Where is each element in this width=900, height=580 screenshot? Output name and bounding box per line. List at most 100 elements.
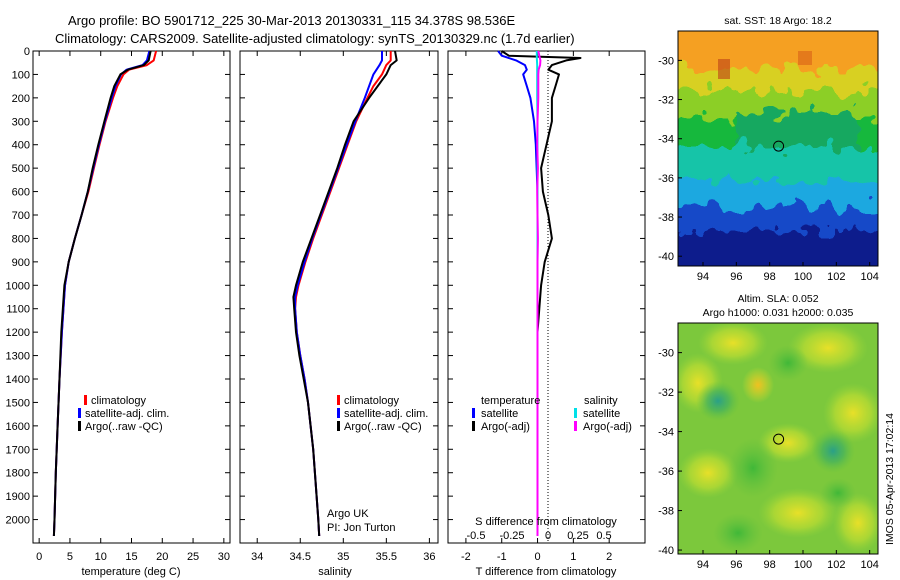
profile-line-2: [52, 50, 152, 537]
lon-tick-label: 96: [730, 271, 742, 283]
depth-tick-label: 200: [12, 93, 30, 105]
difference-axes-frame: [447, 50, 646, 544]
profile-line-1: [501, 50, 582, 536]
profile-line-0: [497, 50, 539, 536]
lat-tick-label: -38: [658, 212, 674, 224]
x-tick-label: 2: [606, 551, 612, 563]
s-difference-tick-label: -0.5: [467, 530, 486, 542]
legend-label-argo: Argo(..raw -QC): [85, 421, 163, 433]
temperature-axes-frame: [32, 50, 231, 544]
figure-title-line1: Argo profile: BO 5901712_225 30-Mar-2013…: [68, 13, 515, 28]
t-difference-label: T difference from climatology: [476, 566, 617, 578]
depth-tick-label: 1200: [6, 327, 30, 339]
temperature-profiles: [52, 50, 158, 537]
profile-line-2: [292, 50, 398, 537]
sla-argo-location-marker: [773, 433, 785, 445]
depth-tick-label: 1000: [6, 280, 30, 292]
legend-title-salinity: salinity: [584, 395, 618, 407]
x-tick-label: 1: [570, 551, 576, 563]
legend-label-t-argo: Argo(-adj): [481, 421, 530, 433]
sst-latitude-tick-labels: -30 -32 -34 -36 -38 -40: [658, 55, 682, 263]
sla-longitude-tick-labels: 94 96 98 100 102 104: [697, 550, 879, 571]
profile-line-1: [52, 50, 151, 537]
lon-tick-label: 104: [860, 271, 878, 283]
lon-tick-label: 102: [827, 559, 845, 571]
x-tick-label: 0: [534, 551, 540, 563]
lat-tick-label: -38: [658, 506, 674, 518]
lat-tick-label: -34: [658, 134, 674, 146]
lat-tick-label: -36: [658, 466, 674, 478]
legend-swatch-argo: [78, 421, 81, 431]
lon-tick-label: 100: [794, 559, 812, 571]
temperature-x-label: temperature (deg C): [81, 566, 180, 578]
lon-tick-label: 102: [827, 271, 845, 283]
depth-tick-labels: 0 100 200 300 400 500 600 700 800 900 1000 1100 1200…: [6, 46, 230, 527]
depth-tick-label: 800: [12, 233, 30, 245]
salinity-x-label: salinity: [318, 566, 352, 578]
legend-swatch-t-argo: [472, 421, 475, 431]
depth-tick-label: 1700: [6, 444, 30, 456]
lat-tick-label: -30: [658, 55, 674, 67]
lat-tick-label: -36: [658, 173, 674, 185]
lat-tick-label: -34: [658, 427, 674, 439]
sla-map-frame: [677, 322, 879, 555]
lat-tick-label: -40: [658, 545, 674, 557]
depth-tick-label: 600: [12, 187, 30, 199]
s-difference-tick-label: 0.25: [567, 530, 588, 542]
depth-tick-label: 1300: [6, 351, 30, 363]
temperature-legend: climatology satellite-adj. clim. Argo(..…: [78, 395, 169, 433]
temperature-tick-labels: 0 5 10 15 20 25 30: [36, 51, 230, 563]
lat-tick-label: -32: [658, 95, 674, 107]
sst-heatmap: [678, 31, 878, 266]
legend-label-climatology: climatology: [91, 395, 147, 407]
x-tick-label: 20: [156, 551, 168, 563]
lon-tick-label: 98: [764, 271, 776, 283]
legend-swatch-climatology: [337, 395, 340, 405]
legend-swatch-t-satellite: [472, 408, 475, 418]
sla-heatmap: [678, 323, 878, 554]
sla-map-panel: Altim. SLA: 0.052 Argo h1000: 0.031 h200…: [658, 293, 879, 571]
depth-tick-label: 1800: [6, 468, 30, 480]
temperature-panel: 0100200300400500600700800900100011001200…: [6, 46, 231, 578]
lon-tick-label: 100: [794, 271, 812, 283]
legend-swatch-argo: [337, 421, 340, 431]
depth-tick-label: 300: [12, 116, 30, 128]
legend-swatch-climatology: [84, 395, 87, 405]
sla-map-title-line2: Argo h1000: 0.031 h2000: 0.035: [703, 307, 854, 319]
depth-tick-label: 900: [12, 257, 30, 269]
x-tick-label: 30: [218, 551, 230, 563]
legend-title-temperature: temperature: [481, 395, 540, 407]
depth-tick-label: 1100: [6, 304, 30, 316]
x-tick-label: 15: [125, 551, 137, 563]
imos-timestamp-watermark: IMOS 05-Apr-2013 17:02:14: [884, 413, 896, 545]
depth-tick-label: 100: [12, 69, 30, 81]
salinity-panel: 34 34.5 35 35.5 36 salinity climatology sate…: [239, 50, 439, 578]
depth-tick-label: 400: [12, 140, 30, 152]
s-difference-tick-label: 0: [545, 530, 551, 542]
depth-tick-label: 1500: [6, 397, 30, 409]
s-difference-tick-label: -0.25: [499, 530, 524, 542]
legend-swatch-s-argo: [574, 421, 577, 431]
depth-tick-label: 1900: [6, 491, 30, 503]
x-tick-label: 5: [67, 551, 73, 563]
sst-map-panel: sat. SST: 18 Argo: 18.2: [658, 15, 879, 283]
profile-line-1: [294, 51, 383, 537]
profile-line-3: [536, 50, 542, 536]
lon-tick-label: 94: [697, 559, 709, 571]
sla-map-title-line1: Altim. SLA: 0.052: [737, 293, 818, 305]
legend-label-satellite: satellite-adj. clim.: [85, 408, 169, 420]
lat-tick-label: -32: [658, 387, 674, 399]
legend-label-argo: Argo(..raw -QC): [344, 421, 422, 433]
legend-swatch-satellite: [337, 408, 340, 418]
pi-label: PI: Jon Turton: [327, 522, 395, 534]
salinity-axes-frame: [239, 50, 439, 544]
program-label: Argo UK: [327, 508, 369, 520]
depth-tick-label: 700: [12, 210, 30, 222]
x-tick-label: 0: [36, 551, 42, 563]
lon-tick-label: 94: [697, 271, 709, 283]
depth-tick-label: 1400: [6, 374, 30, 386]
x-tick-label: 34.5: [290, 551, 311, 563]
lon-tick-label: 96: [730, 559, 742, 571]
s-difference-tick-labels: -0.5 -0.25 0 0.25 0.5: [467, 530, 612, 542]
difference-profiles: [497, 50, 582, 536]
